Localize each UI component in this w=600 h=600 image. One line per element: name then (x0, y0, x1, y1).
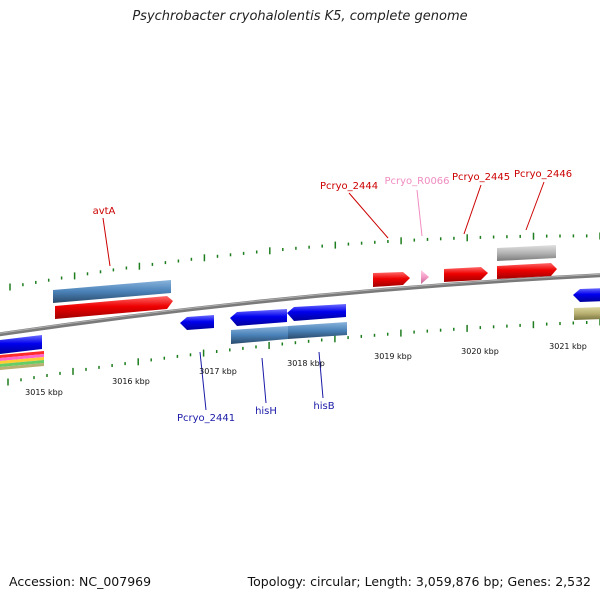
gc-skew-ticks-outer (9, 232, 600, 291)
gene-hisH-arrow[interactable] (230, 309, 287, 326)
feature-avtA-cds[interactable] (53, 280, 171, 303)
gene-label-hisB[interactable]: hisB (313, 401, 334, 412)
genome-backbone (0, 273, 600, 337)
gene-hisB-arrow[interactable] (287, 304, 346, 321)
accession-text: Accession: NC_007969 (9, 574, 152, 589)
gene-right-reverse-arrow[interactable] (573, 288, 600, 302)
genome-backbone-highlight (0, 273, 600, 334)
scale-tick-label-3017: 3017 kbp (199, 367, 237, 376)
rna-Pcryo_R0066-arrow[interactable] (421, 270, 429, 284)
gene-avtA-arrow[interactable] (55, 296, 173, 319)
scale-tick-label-3021: 3021 kbp (549, 342, 587, 351)
feature-hisB-cds[interactable] (288, 322, 347, 339)
scale-tick-label-3020: 3020 kbp (461, 347, 499, 356)
scale-tick-label-3016: 3016 kbp (112, 377, 150, 386)
feature-Pcryo_2446-grey[interactable] (497, 245, 556, 261)
gene-label-Pcryo_2444[interactable]: Pcryo_2444 (320, 181, 378, 192)
gene-Pcryo_2445-arrow[interactable] (444, 267, 488, 282)
label-leader-lines (102, 181, 545, 411)
gene-label-Pcryo_2446[interactable]: Pcryo_2446 (514, 169, 572, 180)
gene-left-reverse-arrow[interactable] (0, 335, 42, 354)
topology-text: Topology: circular; Length: 3,059,876 bp… (247, 574, 591, 589)
feature-right-olive[interactable] (574, 307, 600, 320)
gene-label-Pcryo_2445[interactable]: Pcryo_2445 (452, 172, 510, 183)
gene-label-hisH[interactable]: hisH (255, 406, 277, 417)
multi-track-stripes-left (0, 351, 44, 370)
gene-label-Pcryo_R0066[interactable]: Pcryo_R0066 (384, 176, 449, 187)
gc-skew-ticks-inner (7, 318, 600, 386)
gene-Pcryo_2444-arrow[interactable] (373, 272, 410, 287)
gene-label-Pcryo_2441[interactable]: Pcryo_2441 (177, 413, 235, 424)
feature-hisH-cds[interactable] (231, 326, 288, 344)
gene-Pcryo_2446-arrow[interactable] (497, 263, 557, 279)
scale-tick-label-3015: 3015 kbp (25, 388, 63, 397)
gene-label-avtA[interactable]: avtA (93, 206, 116, 217)
scale-tick-label-3018: 3018 kbp (287, 359, 325, 368)
map-title: Psychrobacter cryohalolentis K5, complet… (132, 9, 468, 24)
gene-Pcryo_2441-arrow[interactable] (180, 315, 214, 330)
scale-tick-label-3019: 3019 kbp (374, 352, 412, 361)
